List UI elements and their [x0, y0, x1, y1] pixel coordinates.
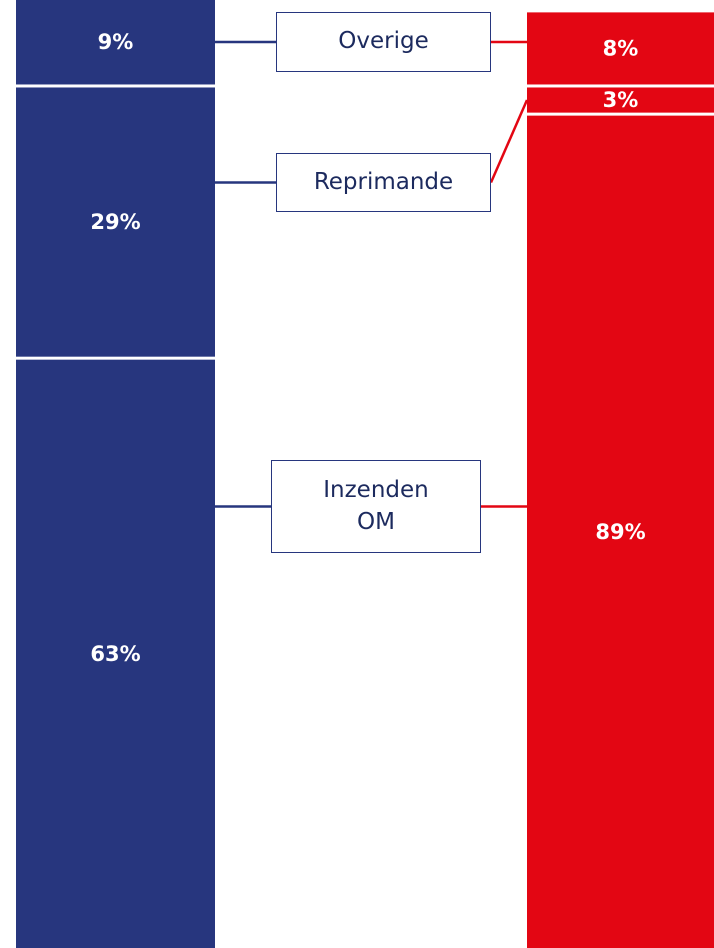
bar-segment	[527, 87, 714, 113]
value-label: 29%	[90, 210, 140, 234]
value-label: 9%	[98, 30, 134, 54]
legend-label: Reprimande	[313, 168, 454, 195]
value-label: 63%	[90, 642, 140, 666]
bar-segment	[16, 0, 215, 85]
bar-segment	[16, 87, 215, 357]
value-label: 8%	[603, 36, 639, 60]
legend-label: Overige	[338, 28, 429, 55]
segment-legend: Overige	[276, 12, 491, 72]
connector	[489, 99, 529, 184]
segment-legend: Reprimande	[276, 153, 491, 212]
bar-segment	[527, 12, 714, 85]
value-label: 89%	[595, 520, 645, 544]
legend-label: Inzenden OM	[323, 477, 429, 535]
value-label: 3%	[603, 88, 639, 112]
bar-segment	[527, 115, 714, 948]
segment-legend: Inzenden OM	[271, 460, 481, 553]
bar-segment	[16, 359, 215, 948]
